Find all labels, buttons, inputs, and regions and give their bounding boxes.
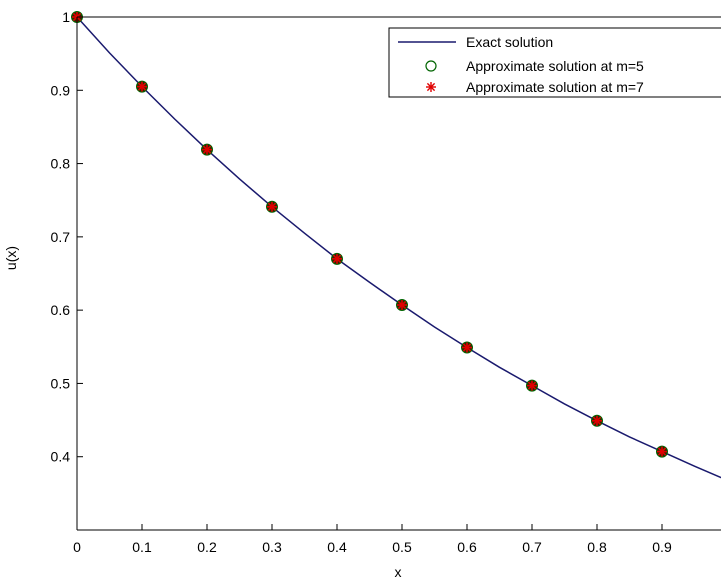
y-tick-label: 1 [62,9,70,25]
marker-asterisk-m7 [202,144,212,155]
y-tick-label: 0.9 [51,82,71,98]
legend-label-m7: Approximate solution at m=7 [466,79,644,95]
marker-asterisk-m7 [397,300,407,311]
x-tick-label: 0.9 [652,539,672,555]
marker-asterisk-m7 [462,342,472,353]
marker-asterisk-m7 [137,81,147,92]
marker-asterisk-m7 [657,446,667,457]
x-tick-label: 0.2 [197,539,217,555]
x-tick-label: 0.3 [262,539,282,555]
y-tick-label: 0.4 [51,449,71,465]
marker-asterisk-m7 [332,253,342,264]
y-tick-label: 0.6 [51,302,71,318]
x-axis-label: x [395,564,402,580]
legend-asterisk-marker [426,82,436,92]
legend: Exact solution Approximate solution at m… [388,27,721,98]
legend-box [388,27,721,98]
marker-asterisk-m7 [592,415,602,426]
y-tick-label: 0.7 [51,229,71,245]
plot-area [77,17,721,530]
x-tick-label: 0.1 [132,539,152,555]
legend-label-m5: Approximate solution at m=5 [466,58,644,74]
y-tick-label: 0.5 [51,375,71,391]
marker-asterisk-m7 [527,380,537,391]
x-tick-label: 0.7 [522,539,542,555]
x-tick-label: 0 [73,539,81,555]
y-axis-label: u(x) [3,246,19,270]
x-tick-label: 0.4 [327,539,347,555]
y-tick-label: 0.8 [51,156,71,172]
legend-label-exact: Exact solution [466,34,553,50]
ticks-layer: 0 0.1 0.2 0.3 0.4 0.5 0.6 0.7 0.8 0.9 0.4 0.5 0.6 0.7… [51,9,672,555]
x-tick-label: 0.6 [457,539,477,555]
x-tick-label: 0.5 [392,539,412,555]
marker-asterisk-m7 [267,201,277,212]
legend-circle-marker [425,60,437,72]
x-tick-label: 0.8 [587,539,607,555]
series-layer [71,11,721,479]
